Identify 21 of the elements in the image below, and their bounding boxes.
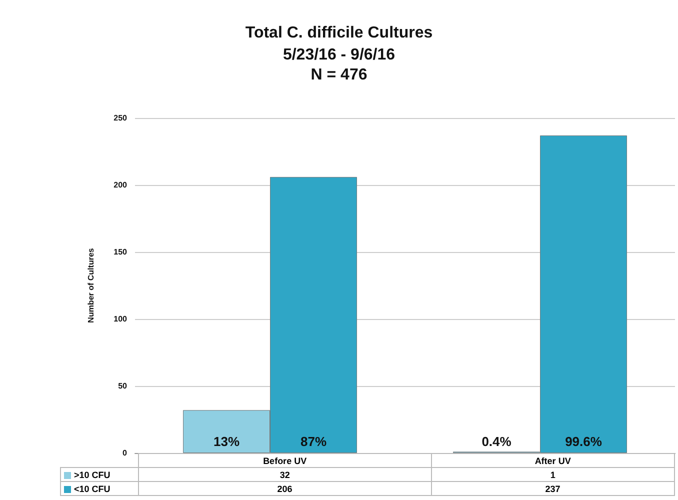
y-tick-label: 50 — [118, 382, 128, 390]
y-tick-label: 250 — [114, 114, 128, 122]
y-tick-label: 0 — [122, 448, 128, 458]
data-label: 1 — [431, 468, 674, 482]
chart-title: Total C. difficile Cultures — [245, 24, 433, 42]
annotation: 87% — [300, 434, 327, 449]
legend-label: <10 CFU — [60, 482, 138, 496]
y-tick-label: 200 — [114, 180, 128, 190]
annotation: 13% — [213, 434, 240, 449]
y-axis-title: Number of Cultures — [86, 248, 96, 323]
data-label: 237 — [431, 482, 674, 496]
data-label: 206 — [138, 482, 432, 496]
chart-subtitle: 5/23/16 - 9/6/16 N = 476 — [282, 46, 396, 84]
x-tick-label: After UV — [431, 454, 674, 468]
data-label: 32 — [138, 468, 432, 482]
y-tick-label: 150 — [114, 248, 128, 256]
annotation: 99.6% — [565, 434, 602, 449]
annotation: 0.4% — [482, 434, 512, 449]
legend-label: >10 CFU — [60, 468, 138, 482]
y-tick-label: 100 — [114, 314, 128, 324]
x-tick-label: Before UV — [138, 454, 432, 468]
